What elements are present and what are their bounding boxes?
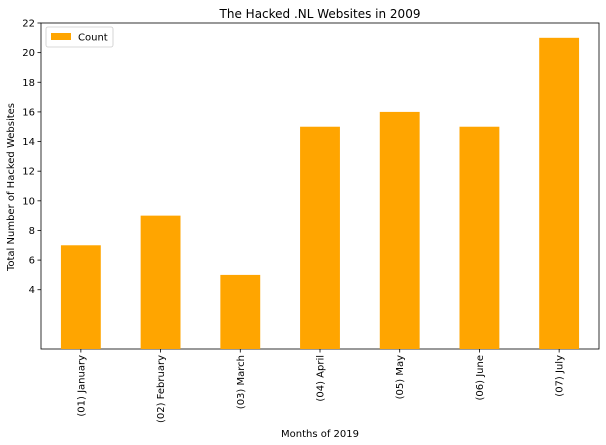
y-axis: 4 6 8 10 12 14 16 18 20 22 — [22, 19, 41, 296]
x-axis: (01) January (02) February (03) March (04) … — [76, 349, 566, 423]
x-tick-label: (04) April — [316, 355, 327, 402]
x-tick-label: (03) March — [236, 355, 247, 409]
legend-box — [45, 26, 114, 48]
y-axis-label: Total Number of Hacked Websites — [6, 103, 17, 272]
bar-2 — [140, 215, 181, 349]
bar-3 — [220, 274, 261, 349]
y-tick-label: 16 — [22, 107, 35, 118]
y-tick-label: 14 — [22, 137, 35, 148]
bars — [60, 37, 580, 350]
x-axis-label: Months of 2019 — [281, 429, 359, 440]
x-tick-label: (05) May — [395, 355, 406, 399]
y-tick-label: 20 — [22, 48, 35, 59]
y-tick-label: 6 — [29, 256, 35, 267]
bar-5 — [379, 111, 420, 349]
chart-title: The Hacked .NL Websites in 2009 — [219, 7, 421, 21]
y-tick-label: 18 — [22, 78, 35, 89]
x-tick-label: (07) July — [555, 355, 566, 397]
y-tick-label: 10 — [22, 196, 35, 207]
bar-1 — [60, 245, 101, 349]
y-tick-label: 4 — [29, 285, 35, 296]
y-tick-label: 22 — [22, 19, 35, 30]
x-tick-label: (01) January — [76, 355, 87, 417]
y-tick-label: 12 — [22, 167, 35, 178]
x-tick-label: (06) June — [475, 355, 486, 400]
plot-area: 4 6 8 10 12 14 16 18 20 22 (01) January (02) Febru… — [22, 19, 600, 423]
legend-label-count: Count — [78, 33, 108, 44]
bar-7 — [539, 37, 580, 350]
legend-swatch-count — [51, 33, 71, 40]
y-tick-label: 8 — [29, 226, 35, 237]
x-tick-label: (02) February — [156, 355, 167, 423]
bar-4 — [300, 126, 340, 350]
legend: Count — [45, 26, 114, 48]
bar-6 — [459, 126, 500, 350]
